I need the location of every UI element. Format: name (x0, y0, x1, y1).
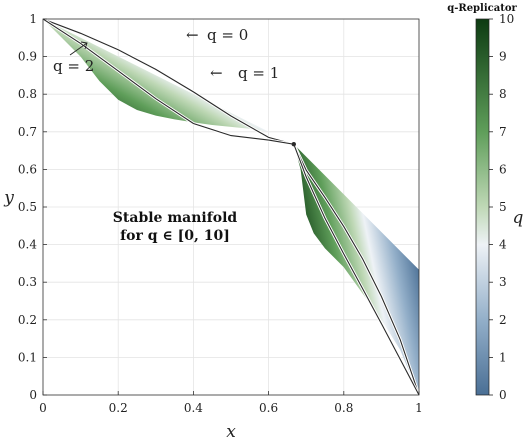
stable-manifold-region (43, 19, 419, 395)
curve-label-q0: ← q = 0 (186, 26, 248, 44)
q1-arrow: ← (210, 64, 223, 82)
colorbar-title: q-Replicator (447, 3, 517, 14)
q2-arrow-line (69, 42, 88, 56)
x-tick-label: 0.4 (184, 401, 203, 415)
x-tick-label: 1 (415, 401, 423, 415)
equilibrium-point (291, 142, 296, 147)
colorbar-tick-label: 8 (499, 87, 507, 101)
upper-manifold-region (43, 19, 294, 145)
curve-label-q2: q = 2 (53, 41, 94, 75)
colorbar-tick-label: 9 (499, 50, 507, 64)
colorbar: q-Replicator 0 1 2 3 4 5 6 7 8 9 10 q (447, 3, 523, 402)
axis-ticks: 0 0.2 0.4 0.6 0.8 1 0 0.1 0.2 0.3 0.4 0.5 0.6 0.7 0.8 0… (18, 12, 423, 415)
colorbar-tick-label: 4 (499, 238, 507, 252)
y-tick-label: 0.3 (18, 275, 37, 289)
colorbar-tick-label: 10 (499, 12, 514, 26)
y-tick-label: 0.5 (18, 200, 37, 214)
colorbar-tick-label: 1 (499, 350, 507, 364)
y-tick-label: 0.9 (18, 50, 37, 64)
y-tick-label: 0.6 (18, 162, 37, 176)
region-annotation-line2: for q ∈ [0, 10] (120, 228, 230, 244)
colorbar-tick-label: 5 (499, 200, 507, 214)
colorbar-tick-label: 0 (499, 388, 507, 402)
q-curves (43, 19, 419, 395)
x-axis-label: x (226, 422, 236, 442)
q2-arrow-head (80, 41, 88, 50)
colorbar-tick-label: 2 (499, 313, 507, 327)
q1-label: q = 1 (238, 64, 279, 82)
q0-label: q = 0 (207, 26, 248, 44)
colorbar-tick-label: 7 (499, 125, 507, 139)
colorbar-tick-label: 3 (499, 275, 507, 289)
y-tick-label: 0.2 (18, 313, 37, 327)
colorbar-tick-label: 6 (499, 162, 507, 176)
colorbar-gradient (475, 18, 490, 396)
x-tick-label: 0.8 (334, 401, 353, 415)
y-tick-label: 0.1 (18, 350, 37, 364)
q2-label: q = 2 (53, 57, 94, 75)
y-tick-label: 0.8 (18, 87, 37, 101)
y-tick-label: 0.4 (18, 238, 37, 252)
q0-arrow: ← (186, 26, 199, 44)
y-tick-label: 0 (29, 388, 37, 402)
region-annotation: Stable manifold for q ∈ [0, 10] (113, 210, 238, 244)
y-tick-label: 1 (29, 12, 37, 26)
y-axis-label: y (3, 188, 14, 208)
x-tick-label: 0.6 (259, 401, 278, 415)
colorbar-label: q (513, 208, 524, 228)
y-tick-label: 0.7 (18, 125, 37, 139)
region-annotation-line1: Stable manifold (113, 210, 238, 226)
x-tick-label: 0 (39, 401, 47, 415)
curve-label-q1: ← q = 1 (210, 64, 279, 82)
x-tick-label: 0.2 (109, 401, 128, 415)
lower-manifold-region (293, 144, 419, 395)
colorbar-ticks: 0 1 2 3 4 5 6 7 8 9 10 (489, 12, 514, 402)
